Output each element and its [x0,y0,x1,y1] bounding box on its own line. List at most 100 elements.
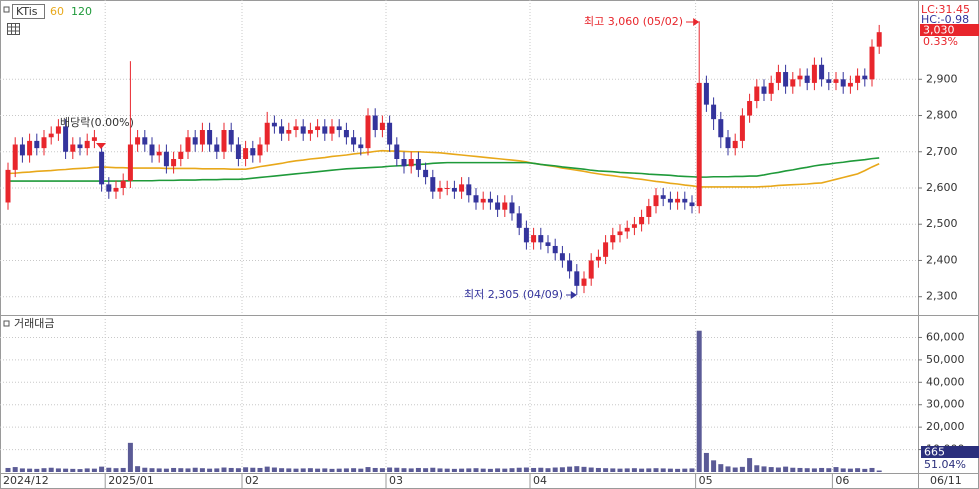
candle-body [207,130,213,145]
volume-bar [41,468,47,472]
volume-bar [739,466,745,472]
candle-body [538,235,544,243]
candle-body [423,169,429,178]
volume-bar [178,468,184,472]
volume-bar [819,467,825,472]
candle-body [466,184,472,196]
candle-body [127,144,133,181]
candle-body [142,137,148,145]
candle-body [725,137,731,149]
x-tick-label: 2024/12 [3,474,49,487]
candle-body [163,151,169,167]
volume-bar [127,442,133,472]
volume-bar [480,468,486,472]
candle-body [41,137,47,149]
volume-bar [315,468,321,472]
candle-body [63,126,69,152]
candle-body [559,253,565,261]
candle-body [358,144,364,149]
candle-body [660,195,666,199]
volume-bar [235,468,241,472]
y-tick-label: 60,000 [926,330,965,343]
moving-average-line [8,157,880,182]
volume-bar [516,467,522,472]
volume-bar [840,468,846,472]
y-tick-label: 2,400 [926,253,958,266]
volume-bar [826,468,832,472]
volume-bar [264,466,270,472]
volume-bar [279,468,285,472]
legend-ma120: 120 [71,5,92,18]
volume-bar [322,468,328,472]
candle-body [689,202,695,207]
candle-body [156,151,162,156]
volume-bar [689,468,695,472]
volume-bar [862,468,868,472]
volume-bar [725,466,731,472]
volume-bar [718,464,724,472]
volume-bar [401,468,407,472]
volume-bar [372,467,378,472]
y-tick-label: 30,000 [926,398,965,411]
candle-body [372,115,378,131]
candle-body [711,104,717,120]
dividend-annotation: 배당락(0.00%) [60,116,134,129]
candle-body [70,144,76,152]
candle-body [487,198,493,203]
volume-bar [502,468,508,472]
dividend-marker [96,143,106,149]
volume-bar [12,467,18,472]
candle-body [588,260,594,279]
candle-body [178,151,184,159]
volume-bar [783,466,789,472]
candle-body [257,144,263,156]
candle-body [451,187,457,192]
volume-bar [120,467,126,472]
volume-ratio-label: 51.04% [924,458,966,471]
y-tick-label: 2,300 [926,290,958,303]
volume-bar [5,467,11,472]
volume-bar [271,467,277,472]
candle-body [833,79,839,83]
volume-bar [113,468,119,472]
volume-bar [768,467,774,472]
last-price-label: 3,030 [923,24,955,37]
volume-bar [495,468,501,472]
candle-body [840,79,846,87]
candle-body [696,82,702,207]
volume-bar [624,468,630,472]
volume-bar [351,468,357,472]
candle-body [667,198,673,203]
volume-bar [293,468,299,472]
volume-bar [804,468,810,472]
title-box[interactable] [12,4,45,19]
candle-body [754,86,760,102]
volume-bar [329,468,335,472]
volume-bar [639,468,645,472]
candle-body [603,242,609,257]
volume-bar [703,452,709,472]
volume-bar [444,468,450,472]
candle-body [12,144,18,170]
volume-bar [847,468,853,472]
volume-bar [775,467,781,472]
volume-bar [876,470,882,472]
candle-body [747,101,753,116]
volume-bar [811,468,817,472]
candle-body [876,32,882,47]
volume-bar [761,466,767,472]
candle-body [624,227,630,232]
candle-body [55,126,61,134]
volume-bar [833,467,839,472]
volume-bar [567,466,573,472]
volume-bar [631,468,637,472]
grid-icon[interactable] [7,23,20,35]
candle-body [437,187,443,192]
candle-body [502,202,508,210]
candle-body [120,180,126,188]
volume-bar [192,467,198,472]
volume-bar [646,468,652,472]
candle-body [408,159,414,167]
panel-icon [3,320,10,327]
